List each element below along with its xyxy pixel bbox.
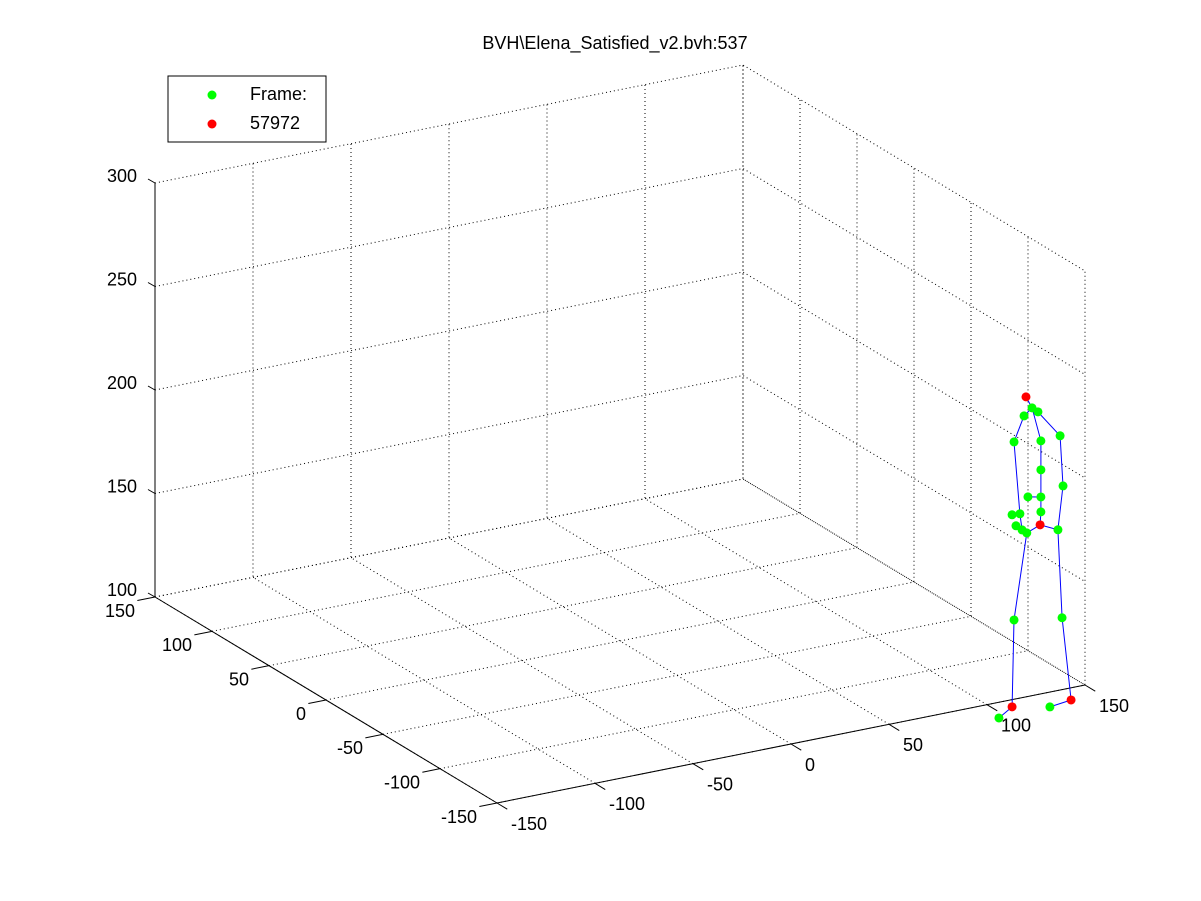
y-tick [365,733,384,739]
chart-title: BVH\Elena_Satisfied_v2.bvh:537 [482,33,747,54]
legend-label: 57972 [250,113,300,133]
x-tick-label: 50 [903,735,923,755]
y-tick [422,768,441,773]
z-tick [147,385,156,391]
x-tick [888,723,900,731]
x-tick-label: -150 [511,814,547,834]
joint-marker [1057,613,1067,623]
y-tick [194,630,213,636]
y-tick [308,699,327,705]
legend-box [167,75,327,143]
x-tick-label: -100 [609,794,645,814]
joint-marker [1053,525,1063,535]
joint-marker [1009,437,1019,447]
joint-marker [1033,407,1043,417]
z-tick [147,489,156,494]
axes: -150-100-50050100150-150-100-50050100150… [105,166,1129,834]
joint-marker [994,713,1004,723]
legend-marker [207,119,217,129]
y-tick-label: 50 [229,669,249,689]
joint-marker [1021,392,1031,402]
y-tick-label: -100 [384,772,420,792]
x-tick [1084,684,1096,692]
y-tick-label: -50 [337,738,363,758]
z-tick [147,178,156,184]
z-tick-label: 250 [107,269,137,289]
x-tick-label: 100 [1001,715,1031,735]
legend-label: Frame: [250,84,307,104]
y-tick [137,596,156,602]
x-tick-label: 0 [805,755,815,775]
z-tick [147,592,156,598]
joint-marker [1045,702,1055,712]
joint-marker [1007,702,1017,712]
joint-marker [1055,431,1065,441]
x-tick [790,743,802,751]
y-tick-label: 0 [296,704,306,724]
x-tick [594,782,606,790]
marks [994,392,1076,723]
x-tick [692,763,704,771]
legend-marker [207,90,217,100]
joint-marker [1036,465,1046,475]
y-tick [251,665,270,670]
joint-marker [1036,436,1046,446]
z-tick-label: 200 [107,373,137,393]
joint-marker [1035,520,1045,530]
y-tick-label: 100 [162,635,192,655]
x-tick-label: -50 [707,774,733,794]
joint-marker [1022,528,1032,538]
joint-marker [1036,507,1046,517]
x-tick [496,802,508,810]
legend: Frame: 57972 [167,75,327,143]
joint-marker [1015,509,1025,519]
z-tick-label: 150 [107,476,137,496]
x-tick-label: 150 [1099,696,1129,716]
joint-marker [1019,411,1029,421]
joint-marker [1007,510,1017,520]
y-tick [479,802,498,808]
joint-marker [1023,492,1033,502]
joint-marker [1036,492,1046,502]
y-tick-label: -150 [441,807,477,827]
joint-marker [1066,695,1076,705]
y-tick-label: 150 [105,601,135,621]
x-tick [986,704,998,712]
joint-marker [1009,615,1019,625]
z-tick [147,282,156,287]
z-tick-label: 100 [107,580,137,600]
joint-marker [1058,481,1068,491]
z-tick-label: 300 [107,166,137,186]
